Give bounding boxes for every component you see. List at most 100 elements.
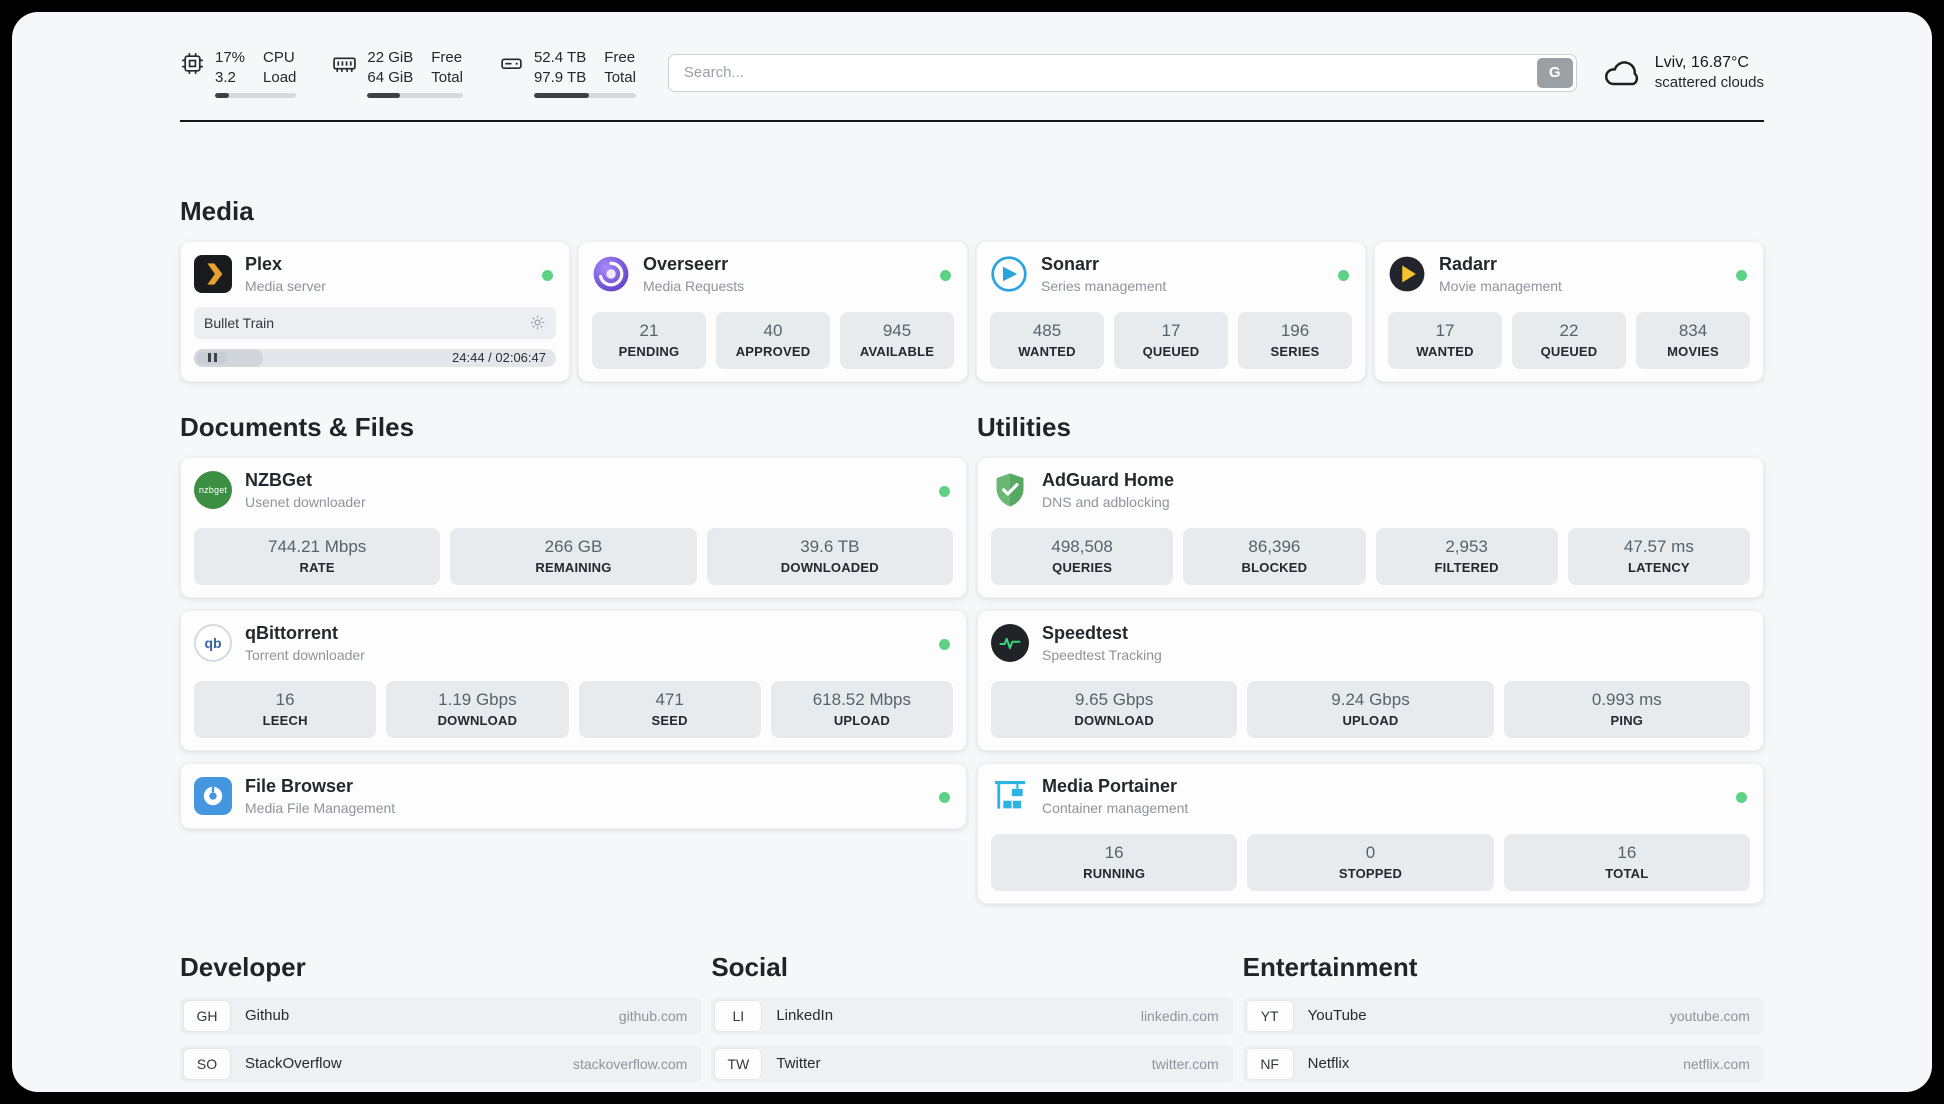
app-link-radarr[interactable]: Radarr Movie management	[1388, 254, 1750, 294]
section-title-developer: Developer	[180, 951, 306, 982]
app-link-portainer[interactable]: Media Portainer Container management	[991, 776, 1750, 816]
ram-metric-body: 22 GiB 64 GiB Free Total	[367, 48, 463, 98]
bookmark-abbr: TW	[715, 1048, 762, 1079]
search-input[interactable]	[667, 53, 1577, 92]
stat-value: 618.52 Mbps	[812, 689, 912, 709]
stat-label: QUERIES	[1052, 559, 1113, 575]
stat-value: 0	[1365, 842, 1376, 862]
bookmark-abbr: YT	[1246, 1000, 1293, 1031]
disk-icon	[501, 58, 522, 70]
cloud-icon	[1604, 61, 1638, 86]
ram-icon	[333, 57, 357, 72]
stat-label: APPROVED	[735, 343, 811, 359]
stat-label: WANTED	[1416, 343, 1474, 359]
app-card-sonarr: Sonarr Series management 485 WANTED 17 Q…	[976, 240, 1366, 382]
nzbget-icon-text: nzbget	[198, 484, 228, 495]
stat-label: AVAILABLE	[859, 343, 935, 359]
bookmark-stackoverflow[interactable]: SO StackOverflow stackoverflow.com	[180, 1044, 702, 1083]
section-title-social: Social	[711, 951, 788, 982]
bookmark-netflix[interactable]: NF Netflix netflix.com	[1242, 1044, 1764, 1083]
app-link-qbittorrent[interactable]: qb qBittorrent Torrent downloader	[194, 623, 953, 663]
stat: 16 TOTAL	[1503, 833, 1750, 891]
stat: 21 PENDING	[592, 311, 706, 369]
stat: 40 APPROVED	[716, 311, 830, 369]
app-link-speedtest[interactable]: Speedtest Speedtest Tracking	[991, 623, 1750, 663]
app-link-filebrowser[interactable]: File Browser Media File Management	[194, 776, 953, 816]
bookmark-name: YouTube	[1307, 1007, 1367, 1025]
stats-row: 744.21 Mbps RATE 266 GB REMAINING 39.6 T…	[194, 527, 953, 585]
stat-label: PENDING	[618, 343, 680, 359]
cpu-usage-value: 17%	[215, 49, 246, 66]
stat-value: 9.65 Gbps	[1074, 689, 1154, 709]
stats-row: 498,508 QUERIES 86,396 BLOCKED 2,953 FIL…	[991, 527, 1750, 585]
app-card-speedtest: Speedtest Speedtest Tracking 9.65 Gbps D…	[977, 609, 1764, 751]
app-name: Speedtest	[1042, 622, 1129, 643]
stat: 16 LEECH	[194, 680, 377, 738]
disk-progress-fill	[533, 92, 589, 98]
stat: 266 GB REMAINING	[450, 527, 697, 585]
bookmark-abbr: SO	[184, 1048, 230, 1079]
playback-time: 24:44 / 02:06:47	[452, 350, 546, 366]
app-link-plex[interactable]: Plex Media server	[194, 254, 556, 294]
disk-free-value: 52.4 TB	[533, 49, 587, 66]
bookmark-url: twitter.com	[1151, 1055, 1219, 1072]
stat: 0 STOPPED	[1247, 833, 1494, 891]
stat-value: 498,508	[1051, 536, 1113, 556]
stat-label: DOWNLOADED	[780, 559, 879, 575]
stat: 47.57 ms LATENCY	[1567, 527, 1750, 585]
stat: 945 AVAILABLE	[840, 311, 954, 369]
stat-value: 9.24 Gbps	[1331, 689, 1410, 709]
playback-bar[interactable]: 24:44 / 02:06:47	[194, 348, 556, 367]
app-link-nzbget[interactable]: nzbget NZBGet Usenet downloader	[194, 470, 953, 510]
stat: 618.52 Mbps UPLOAD	[770, 680, 953, 738]
stat: 17 QUEUED	[1114, 311, 1228, 369]
app-link-adguard[interactable]: AdGuard Home DNS and adblocking	[991, 470, 1750, 510]
app-name: qBittorrent	[245, 622, 338, 643]
bookmark-url: linkedin.com	[1140, 1007, 1219, 1024]
stat-value: 47.57 ms	[1623, 536, 1694, 556]
stats-row: 16 LEECH 1.19 Gbps DOWNLOAD 471 SEED 6	[194, 680, 953, 738]
app-card-portainer: Media Portainer Container management 16 …	[977, 762, 1764, 904]
app-link-overseerr[interactable]: Overseerr Media Requests	[592, 254, 954, 294]
stat-label: TOTAL	[1605, 865, 1649, 881]
bookmark-youtube[interactable]: YT YouTube youtube.com	[1242, 996, 1764, 1035]
filebrowser-icon	[194, 776, 232, 815]
disk-metric-body: 52.4 TB 97.9 TB Free Total	[533, 48, 636, 98]
bookmark-linkedin[interactable]: LI LinkedIn linkedin.com	[711, 996, 1233, 1035]
header-divider	[180, 119, 1764, 122]
stat-label: QUEUED	[1540, 343, 1598, 359]
section-title-media: Media	[180, 195, 254, 226]
app-card-adguard: AdGuard Home DNS and adblocking 498,508 …	[977, 456, 1764, 598]
weather-condition: scattered clouds	[1654, 74, 1764, 92]
stat-label: DOWNLOAD	[1074, 712, 1154, 728]
stat: 0.993 ms PING	[1503, 680, 1750, 738]
two-column-area: Documents & Files nzbget NZBGet Usenet d…	[180, 412, 1764, 916]
stat-label: QUEUED	[1142, 343, 1200, 359]
stats-row: 485 WANTED 17 QUEUED 196 SERIES	[990, 311, 1352, 369]
stat-value: 86,396	[1248, 536, 1301, 556]
status-dot	[939, 638, 950, 650]
app-subtitle: Media server	[245, 277, 326, 294]
bookmark-twitter[interactable]: TW Twitter twitter.com	[711, 1044, 1233, 1083]
top-bar: 17% 3.2 CPU Load	[180, 12, 1764, 98]
app-name: Sonarr	[1041, 253, 1100, 274]
stat-label: UPLOAD	[833, 712, 890, 728]
status-dot	[1736, 791, 1747, 803]
pause-button[interactable]	[197, 351, 227, 364]
cpu-progress-track	[215, 92, 297, 98]
app-card-nzbget: nzbget NZBGet Usenet downloader 744.21 M…	[180, 456, 967, 598]
gear-icon[interactable]	[529, 314, 546, 331]
search-engine-button[interactable]: G	[1536, 57, 1573, 88]
cpu-progress-fill	[215, 92, 229, 98]
stat-value: 744.21 Mbps	[268, 536, 367, 556]
bookmark-group-developer: Developer GH Github github.com SO StackO…	[180, 951, 702, 1092]
app-card-overseerr: Overseerr Media Requests 21 PENDING 40 A…	[578, 240, 968, 382]
ram-progress-track	[367, 92, 463, 98]
cpu-metric-body: 17% 3.2 CPU Load	[215, 48, 297, 98]
cpu-icon	[182, 53, 203, 74]
ram-total-value: 64 GiB	[367, 68, 414, 86]
app-link-sonarr[interactable]: Sonarr Series management	[990, 254, 1352, 294]
stat: 22 QUEUED	[1512, 311, 1626, 369]
bookmark-name: Twitter	[776, 1055, 821, 1073]
bookmark-github[interactable]: GH Github github.com	[180, 996, 702, 1035]
